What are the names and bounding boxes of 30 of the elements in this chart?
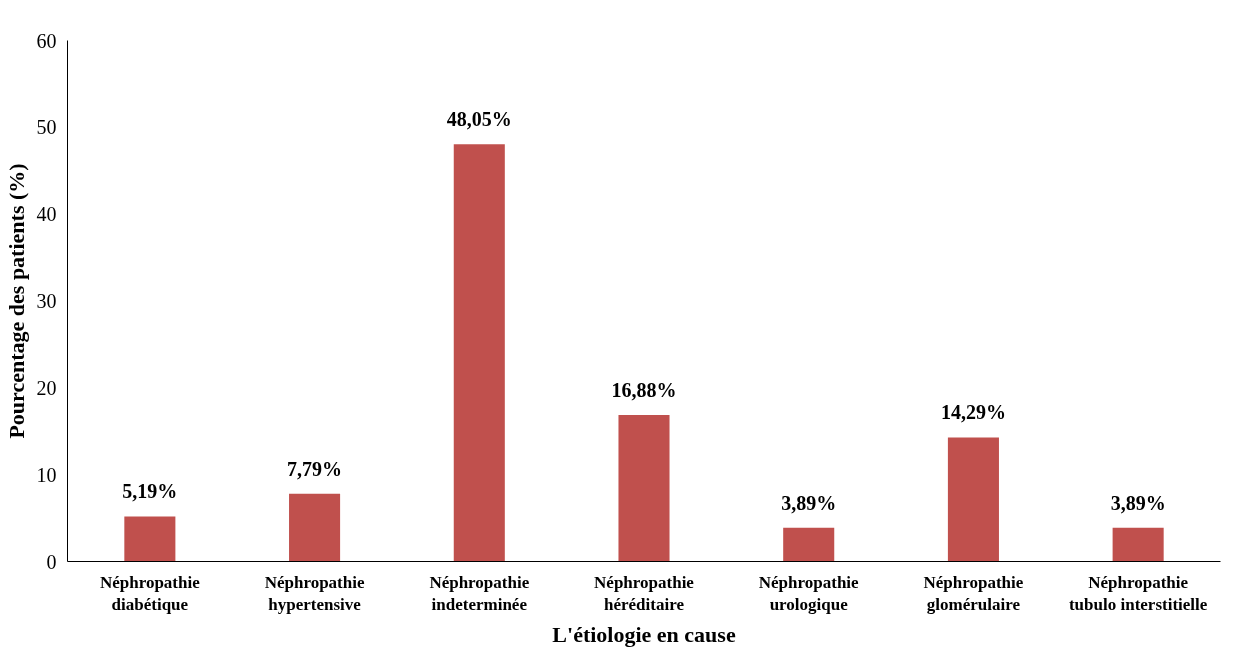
x-tick-label: Néphropathie diabétique	[99, 572, 201, 615]
data-label: 16,88%	[611, 378, 677, 401]
x-tick-label: Néphropathie urologique	[758, 572, 860, 615]
bar	[1112, 527, 1164, 562]
y-tick-label: 0	[46, 550, 57, 573]
y-tick-label: 30	[36, 290, 57, 312]
data-label: 7,79%	[287, 457, 343, 480]
x-tick-label: Néphropathie héréditaire	[594, 572, 695, 615]
bar	[947, 437, 999, 562]
data-label: 3,89%	[1110, 491, 1166, 514]
bar	[453, 144, 505, 562]
data-label: 5,19%	[122, 480, 178, 503]
x-tick-label: Néphropathie glomérulaire	[923, 572, 1024, 615]
y-tick-label: 60	[36, 29, 57, 52]
y-tick-label: 10	[36, 463, 57, 486]
bar	[783, 527, 835, 562]
data-label: 14,29%	[940, 401, 1006, 424]
bar	[289, 493, 341, 562]
bar	[618, 414, 670, 562]
x-tick-label: Néphropathie indeterminée	[429, 572, 530, 615]
y-tick-label: 40	[36, 203, 57, 226]
x-tick-label: Néphropathie tubulo interstitielle	[1068, 572, 1208, 615]
y-axis-title: Pourcentage des patients (%)	[3, 163, 29, 439]
x-tick-label: Néphropathie hypertensive	[264, 572, 365, 615]
data-label: 3,89%	[781, 491, 837, 514]
y-tick-label: 20	[36, 376, 57, 399]
y-tick-label: 50	[36, 116, 57, 139]
x-axis-title: L'étiologie en cause	[552, 622, 736, 648]
data-label: 48,05%	[446, 108, 512, 131]
bar	[124, 516, 176, 562]
